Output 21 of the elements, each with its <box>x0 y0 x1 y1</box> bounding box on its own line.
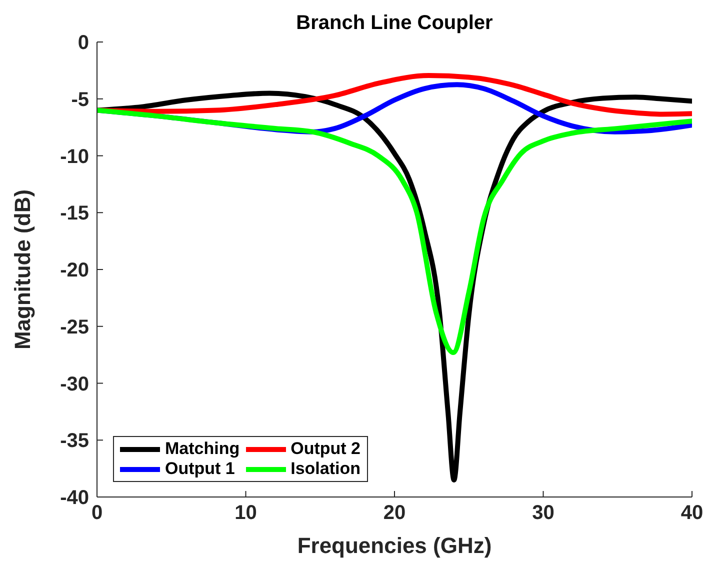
x-tick-label: 30 <box>532 502 554 524</box>
y-tick-label: -10 <box>60 146 89 168</box>
chart-title: Branch Line Coupler <box>295 12 494 35</box>
y-tick-label: -35 <box>60 430 89 452</box>
y-tick-label: -25 <box>60 316 89 338</box>
legend-label: Matching <box>165 439 240 459</box>
y-tick-label: -5 <box>71 88 89 111</box>
x-tick-label: 40 <box>680 502 704 524</box>
y-tick-label: -30 <box>60 373 89 396</box>
x-axis-title: Frequencies (GHz) <box>297 533 492 558</box>
y-axis-title: Magnitude (dB) <box>10 189 35 350</box>
x-tick-label: 10 <box>234 502 257 524</box>
legend-label: Isolation <box>290 459 361 479</box>
y-tick-label: 0 <box>78 32 89 54</box>
legend-label: Output 2 <box>290 439 360 459</box>
x-tick-label: 0 <box>91 502 103 524</box>
y-tick-label: -15 <box>60 202 89 225</box>
y-tick-label: -20 <box>60 260 89 282</box>
x-tick-label: 20 <box>383 502 406 524</box>
legend-label: Output 1 <box>165 459 235 479</box>
y-tick-label: -40 <box>60 487 89 510</box>
